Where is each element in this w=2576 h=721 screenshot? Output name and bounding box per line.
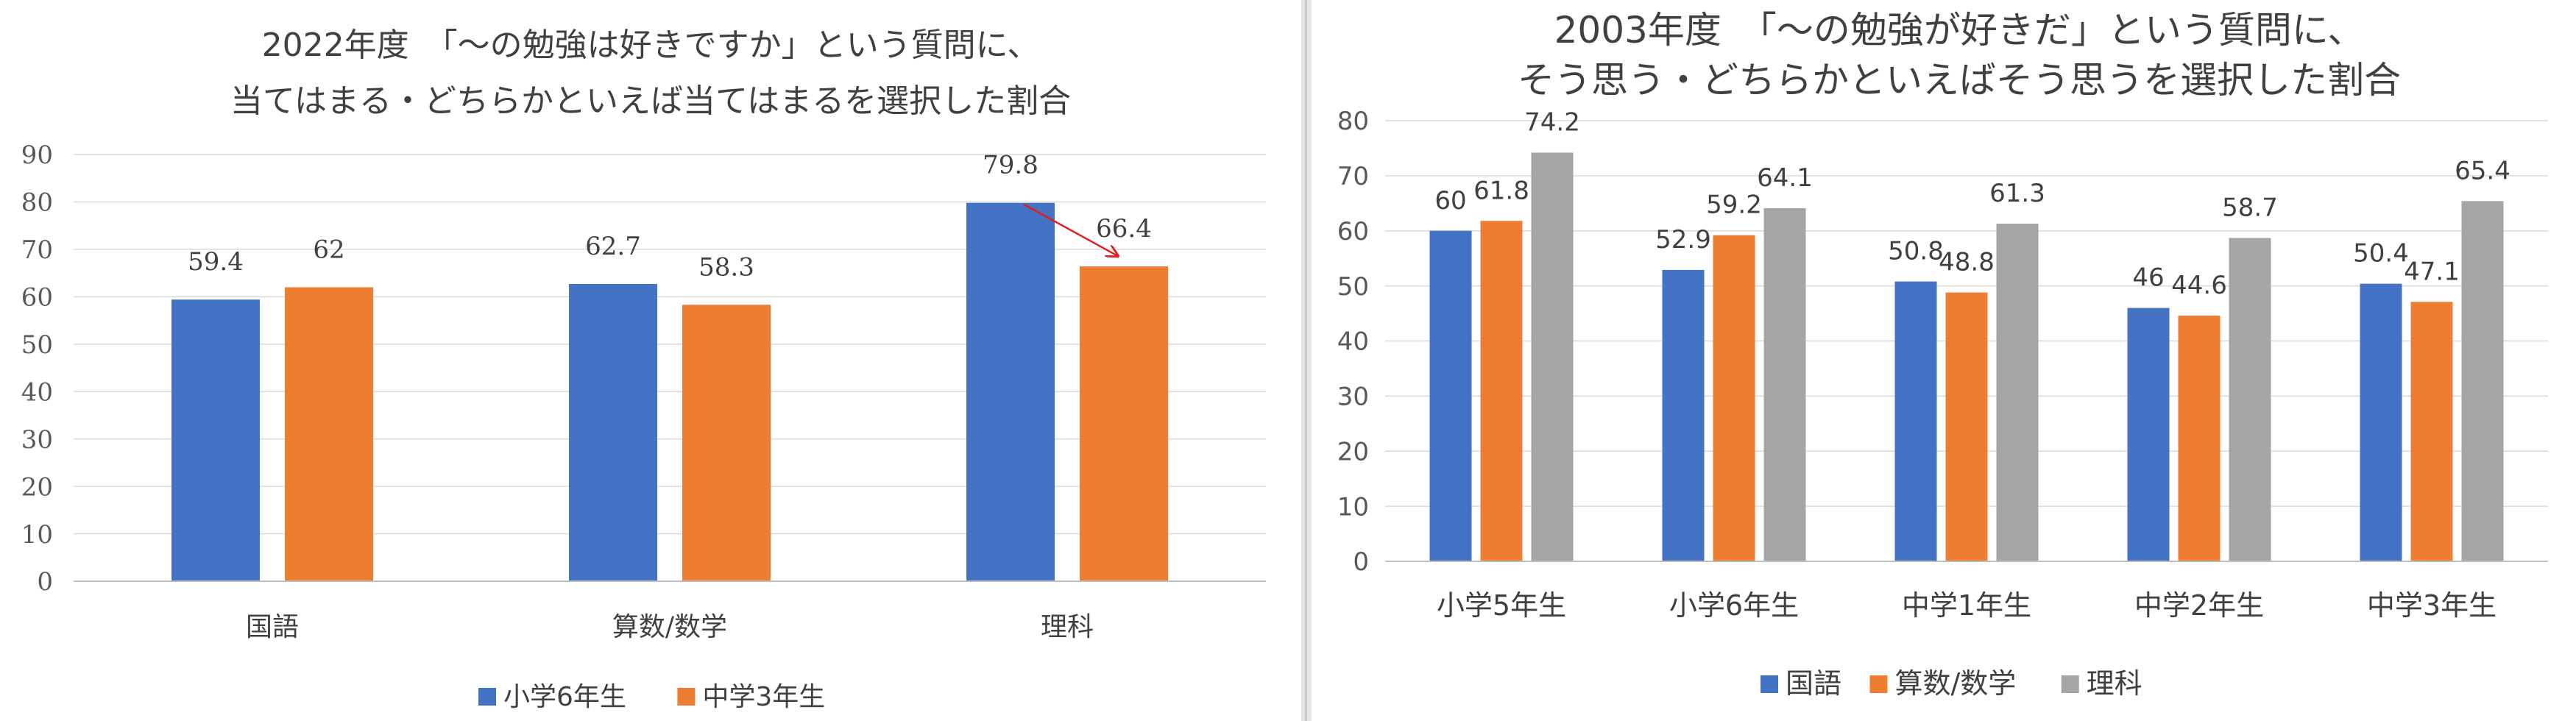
data-label: 65.4 <box>2455 156 2510 185</box>
annotation-arrow <box>1023 203 1118 256</box>
data-label: 50.8 <box>1888 237 1944 266</box>
data-label: 60 <box>1434 186 1466 216</box>
bar <box>171 299 260 581</box>
x-category-label: 小学6年生 <box>1669 589 1799 622</box>
y-tick-label: 50 <box>1337 272 1369 302</box>
bar <box>1763 208 1806 561</box>
data-label: 79.8 <box>983 151 1038 180</box>
y-tick-label: 40 <box>21 377 53 407</box>
bar <box>1531 152 1574 562</box>
y-tick-label: 80 <box>21 188 53 218</box>
x-category-label: 中学1年生 <box>1902 589 2031 622</box>
x-category-label: 国語 <box>246 612 299 642</box>
bar <box>1996 224 2039 561</box>
data-label: 58.3 <box>698 252 754 282</box>
y-tick-label: 30 <box>21 425 53 455</box>
legend-swatch <box>2061 675 2079 693</box>
y-tick-label: 0 <box>37 567 53 597</box>
y-tick-label: 0 <box>1353 547 1369 577</box>
y-tick-label: 60 <box>1337 217 1369 246</box>
y-tick-label: 70 <box>1337 162 1369 191</box>
data-label: 46 <box>2132 263 2164 293</box>
legend-label: 小学6年生 <box>503 682 626 712</box>
legend-swatch <box>677 688 696 706</box>
y-tick-label: 10 <box>21 520 53 550</box>
bar <box>2410 302 2453 561</box>
legend-label: 中学3年生 <box>702 682 825 712</box>
chart-2022-panel: 2022年度 「～の勉強は好きですか」という質問に、 当てはまる・どちらかといえば… <box>21 26 1266 712</box>
x-category-label: 算数/数学 <box>612 612 727 642</box>
data-label: 59.2 <box>1706 191 1762 220</box>
x-category-label: 小学5年生 <box>1437 589 1566 622</box>
bar <box>682 305 771 581</box>
legend-swatch <box>1869 675 1888 693</box>
data-label: 62 <box>313 235 344 264</box>
bar <box>2127 308 2170 561</box>
legend-label: 国語 <box>1786 667 1841 700</box>
data-label: 48.8 <box>1939 248 1995 277</box>
data-label: 66.4 <box>1096 214 1152 244</box>
bar <box>1713 235 1755 561</box>
bar <box>2229 238 2271 561</box>
x-category-label: 理科 <box>1041 612 1094 642</box>
x-category-label: 中学2年生 <box>2134 589 2264 622</box>
chart-2003: 2003年度 「～の勉強が好きだ」という質問に、そう思う・どちらかといえばそう思… <box>1337 9 2548 700</box>
bar <box>1080 266 1168 581</box>
bar <box>2178 316 2221 561</box>
y-tick-label: 90 <box>21 141 53 170</box>
data-label: 61.8 <box>1473 176 1529 205</box>
legend-label: 算数/数学 <box>1894 667 2016 700</box>
chart-title-line: 2022年度 「～の勉強は好きですか」という質問に、 <box>262 26 1040 64</box>
data-label: 50.4 <box>2353 239 2409 269</box>
y-tick-label: 70 <box>21 235 53 265</box>
y-tick-label: 80 <box>1337 107 1369 136</box>
chart-title-line: 2003年度 「～の勉強が好きだ」という質問に、 <box>1554 9 2365 52</box>
y-tick-label: 40 <box>1337 327 1369 357</box>
data-label: 62.7 <box>585 232 641 261</box>
data-label: 59.4 <box>188 247 244 277</box>
data-label: 74.2 <box>1524 107 1580 137</box>
bar <box>2360 283 2402 561</box>
chart-title-line: 当てはまる・どちらかといえば当てはまるを選択した割合 <box>230 82 1071 120</box>
bar <box>1945 292 1988 561</box>
panel-divider <box>1301 0 1312 721</box>
bar <box>569 283 657 581</box>
y-tick-label: 50 <box>21 330 53 360</box>
data-label: 52.9 <box>1655 225 1711 255</box>
legend-label: 理科 <box>2087 667 2142 700</box>
bar <box>1662 269 1705 561</box>
chart-2003-panel: 2003年度 「～の勉強が好きだ」という質問に、 そう思う・どちらかといえばそう思… <box>1312 0 2576 721</box>
legend-swatch <box>1761 675 1778 693</box>
bar <box>1429 230 1472 561</box>
y-tick-label: 30 <box>1337 383 1369 412</box>
data-label: 44.6 <box>2171 271 2227 300</box>
x-category-label: 中学3年生 <box>2367 589 2497 622</box>
data-label: 61.3 <box>1989 179 2045 208</box>
bar <box>2461 201 2504 561</box>
chart-2022: 2022年度 「～の勉強は好きですか」という質問に、当てはまる・どちらかといえば… <box>21 26 1266 712</box>
y-tick-label: 20 <box>1337 437 1369 466</box>
y-tick-label: 60 <box>21 283 53 313</box>
legend-swatch <box>478 688 496 706</box>
bar <box>1480 221 1523 561</box>
data-label: 58.7 <box>2222 193 2278 222</box>
y-tick-label: 10 <box>1337 492 1369 522</box>
data-label: 47.1 <box>2404 257 2460 286</box>
bar <box>1894 281 1937 561</box>
bar <box>285 287 373 581</box>
y-tick-label: 20 <box>21 472 53 502</box>
bar <box>966 202 1055 581</box>
data-label: 64.1 <box>1757 163 1813 193</box>
chart-title-line: そう思う・どちらかといえばそう思うを選択した割合 <box>1518 59 2401 102</box>
